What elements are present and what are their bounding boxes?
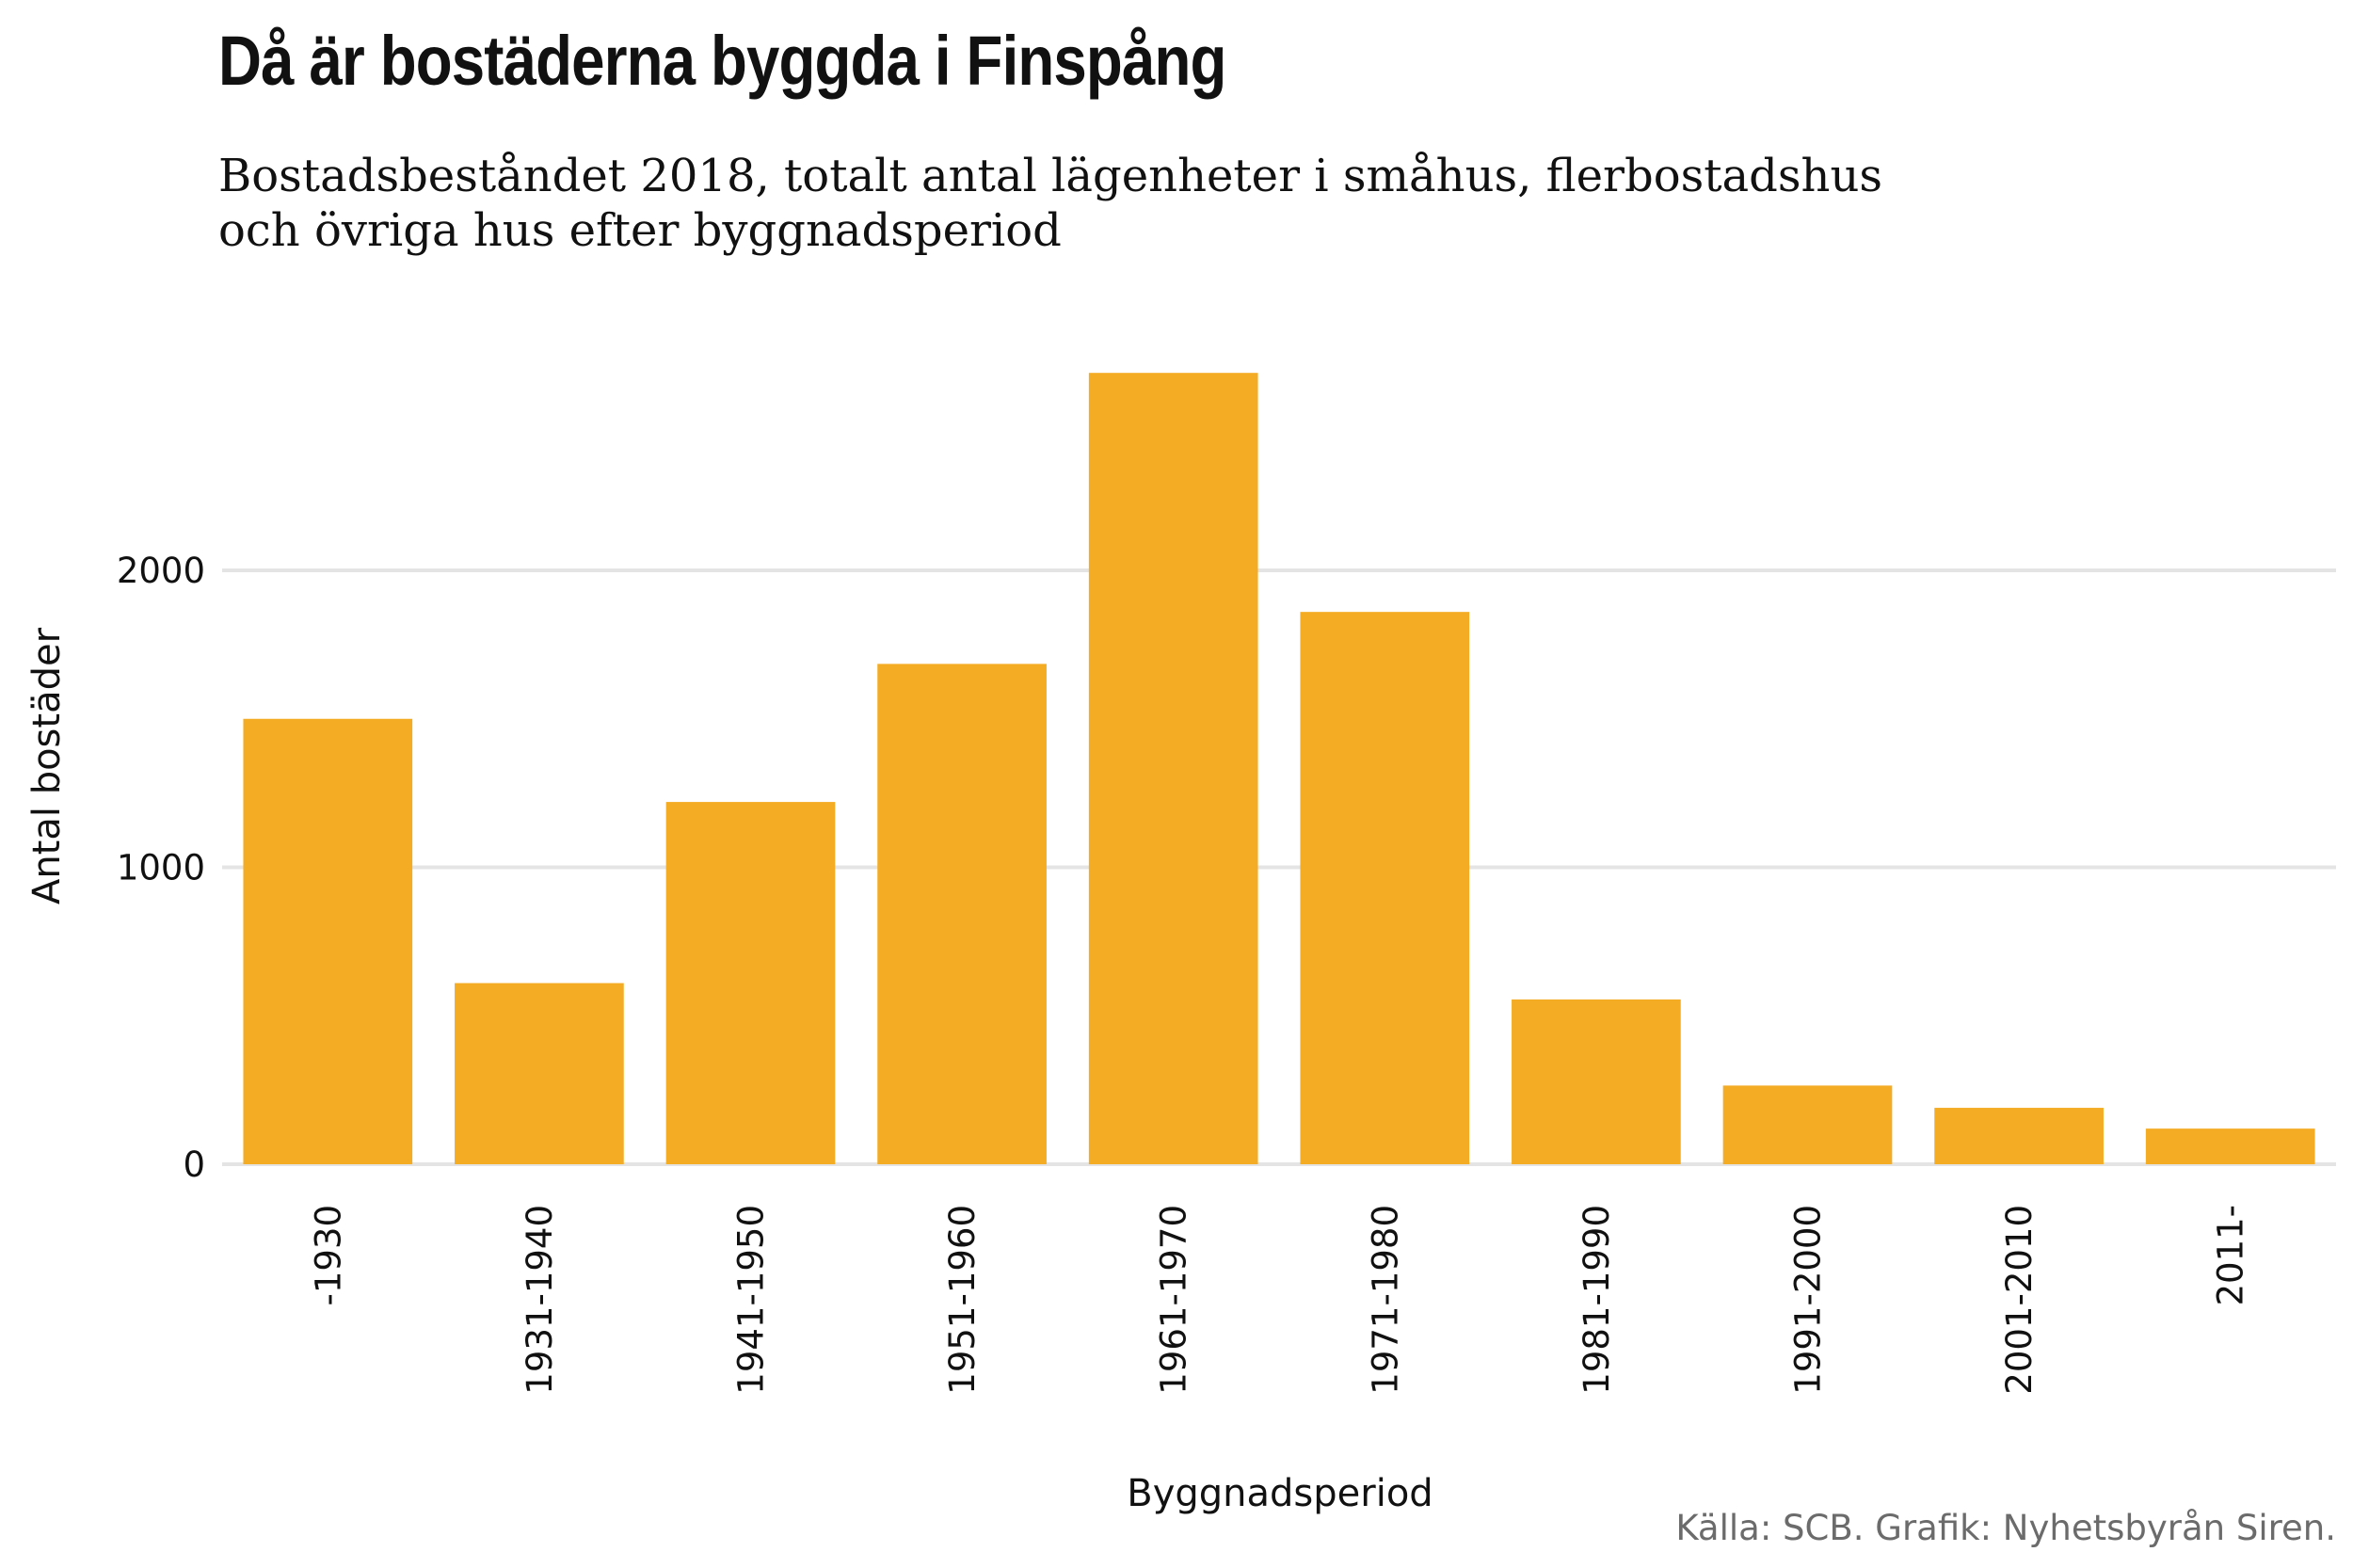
x-tick-labels: -1930 1931-1940 1941-1950 1951-1960 1961-197… — [308, 1205, 2250, 1395]
x-tick-label-1961-1970: 1961-1970 — [1154, 1205, 1194, 1395]
bar-1971-1980 — [1300, 612, 1470, 1164]
y-tick-labels: 0 1000 2000 — [117, 551, 205, 1185]
bar-1941-1950 — [665, 802, 836, 1164]
chart-title: Då är bostäderna byggda i Finspång — [218, 22, 1226, 100]
x-tick-label-1991-2000: 1991-2000 — [1788, 1205, 1829, 1395]
bar-1991-2000 — [1722, 1085, 1893, 1164]
chart-caption: Källa: SCB. Grafik: Nyhetsbyrån Siren. — [1675, 1508, 2336, 1548]
x-tick-label-1981-1990: 1981-1990 — [1577, 1205, 1617, 1395]
x-tick-label-2011-: 2011- — [2211, 1205, 2251, 1306]
y-tick-label-0: 0 — [183, 1144, 205, 1185]
bar-2011- — [2145, 1128, 2315, 1164]
y-tick-label-1000: 1000 — [117, 848, 205, 888]
x-tick-label-1971-1980: 1971-1980 — [1365, 1205, 1405, 1395]
chart-subtitle-line-1: Bostadsbeståndet 2018, totalt antal läge… — [218, 150, 1882, 202]
x-tick-label--1930: -1930 — [308, 1205, 348, 1306]
bar-1931-1940 — [455, 983, 624, 1164]
x-tick-label-1951-1960: 1951-1960 — [942, 1205, 983, 1395]
chart-subtitle: Bostadsbeståndet 2018, totalt antal läge… — [218, 149, 1882, 258]
y-axis-title: Antal bostäder — [25, 627, 69, 904]
y-tick-label-2000: 2000 — [117, 551, 205, 591]
x-tick-label-2001-2010: 2001-2010 — [1999, 1205, 2040, 1395]
bar-1981-1990 — [1512, 999, 1681, 1164]
x-tick-label-1931-1940: 1931-1940 — [520, 1205, 560, 1395]
bar--1930 — [243, 718, 413, 1164]
x-tick-label-1941-1950: 1941-1950 — [731, 1205, 772, 1395]
bar-2001-2010 — [1934, 1108, 2104, 1164]
x-axis-title: Byggnadsperiod — [1127, 1472, 1433, 1515]
bar-1961-1970 — [1088, 373, 1258, 1164]
chart-subtitle-line-2: och övriga hus efter byggnadsperiod — [218, 204, 1062, 257]
bar-1951-1960 — [877, 664, 1047, 1164]
bars — [243, 373, 2315, 1164]
